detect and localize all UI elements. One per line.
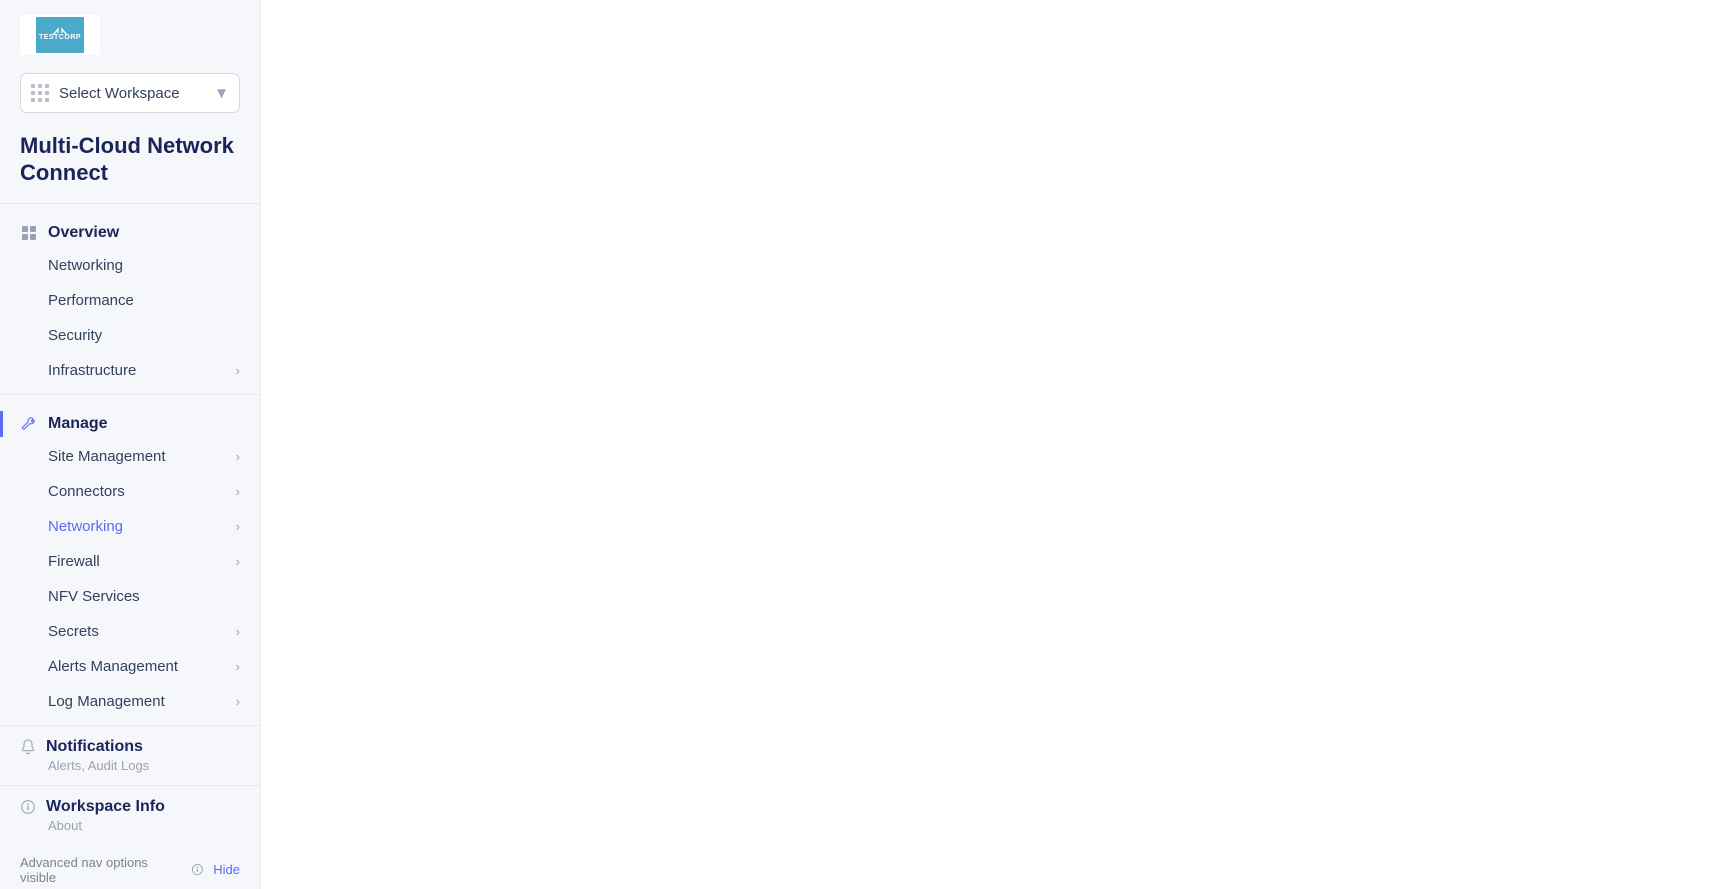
svg-text:TESTCORP: TESTCORP	[39, 34, 81, 41]
